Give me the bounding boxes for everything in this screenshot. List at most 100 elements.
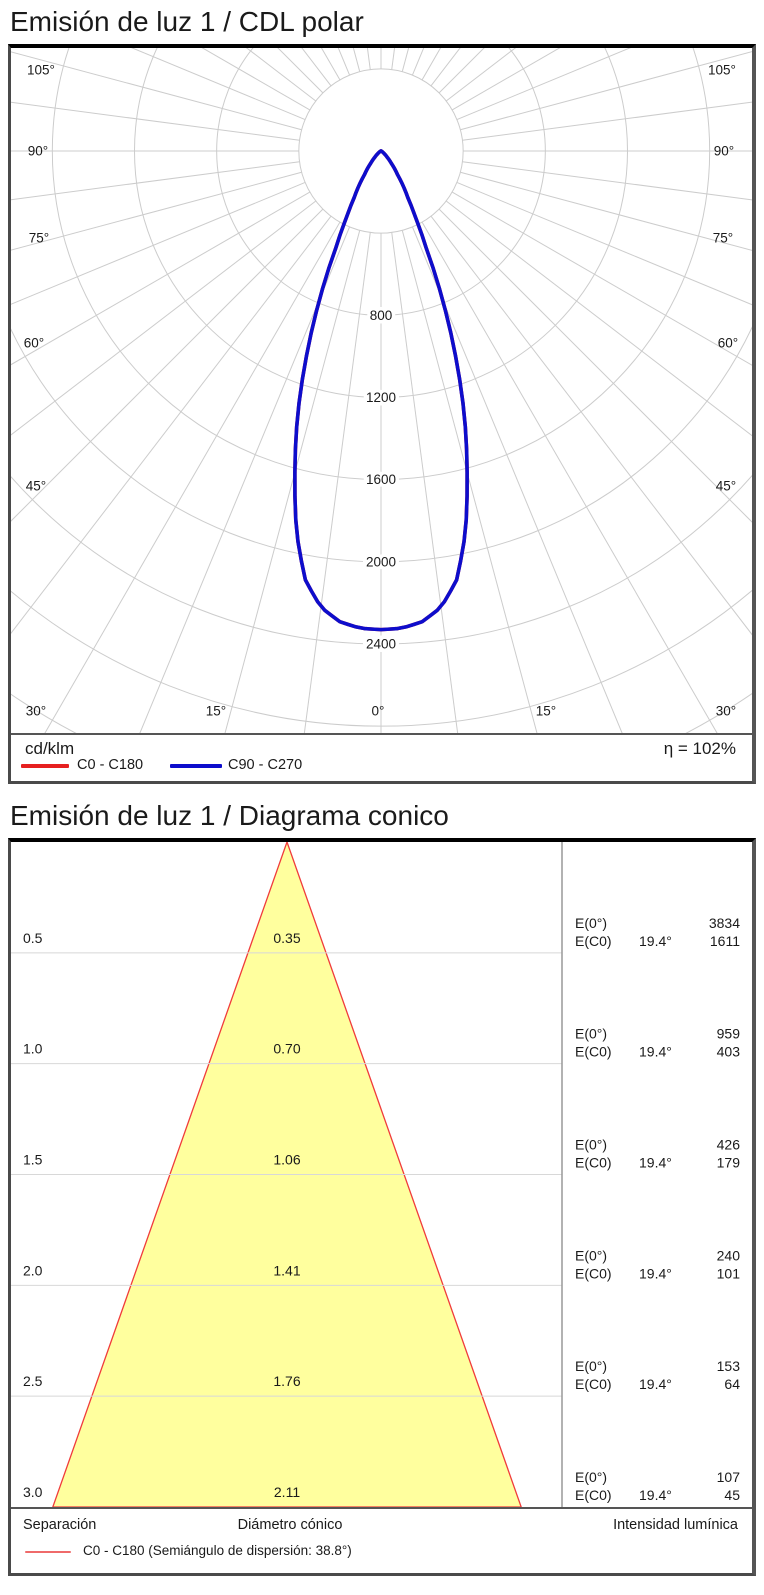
- curve-C90-C270: [293, 149, 469, 632]
- polar-grid-ray: [456, 48, 631, 121]
- e0-label: E(0°): [575, 1358, 607, 1374]
- polar-legend: cd/klm η = 102% C0 - C180 C90 - C270: [11, 733, 752, 781]
- polar-grid-ray: [401, 230, 538, 733]
- e0-value: 426: [717, 1137, 741, 1153]
- polar-grid-ray: [11, 200, 317, 436]
- footer-diameter-label: Diámetro cónico: [237, 1517, 343, 1533]
- ec0-label: E(C0): [575, 1265, 612, 1281]
- cone-footer: Separación Diámetro cónico Intensidad lu…: [11, 1507, 752, 1573]
- ec0-value: 1611: [710, 933, 740, 949]
- polar-grid-ray: [462, 101, 752, 141]
- separation-value: 3.0: [23, 1484, 43, 1500]
- e0-label: E(0°): [575, 1026, 607, 1042]
- footer-separation-label: Separación: [23, 1517, 97, 1533]
- beam-angle-value: 19.4°: [639, 1155, 672, 1171]
- polar-grid-ray: [352, 48, 361, 72]
- polar-grid-ray: [11, 171, 302, 251]
- ring-value-label: 1600: [366, 472, 396, 487]
- e0-value: 107: [717, 1469, 741, 1485]
- polar-diagram: 800 1200 1600 2000 2400 105° 90° 75° 60° 45° 30° 15…: [11, 48, 752, 733]
- separation-value: 2.0: [23, 1262, 43, 1278]
- footer-intensity-label: Intensidad lumínica: [613, 1517, 738, 1533]
- cone-legend-line: [25, 1551, 71, 1553]
- e0-value: 153: [717, 1358, 741, 1374]
- beam-angle-value: 19.4°: [639, 1265, 672, 1281]
- angle-label: 30°: [716, 704, 736, 719]
- separation-value: 1.0: [23, 1041, 43, 1057]
- angle-label: 75°: [713, 231, 733, 246]
- polar-grid-ray: [411, 48, 425, 76]
- polar-grid-ray: [11, 215, 332, 635]
- polar-grid-ray: [11, 208, 324, 522]
- ring-value-label: 1200: [366, 390, 396, 405]
- angle-label: 30°: [26, 704, 46, 719]
- angle-label: 0°: [372, 704, 385, 719]
- e0-value: 959: [717, 1026, 741, 1042]
- polar-grid-ray: [438, 208, 752, 523]
- separation-value: 2.5: [23, 1373, 43, 1389]
- polar-plot-area: 800 1200 1600 2000 2400 105° 90° 75° 60° 45° 30° 15…: [11, 48, 752, 733]
- polar-grid-ray: [224, 230, 361, 733]
- cone-diameter-value: 1.76: [273, 1373, 300, 1389]
- cone-diagram: 0.5 0.35 E(0°) 3834 E(C0) 19.4° 1611 1.0 0.70 E(0…: [11, 842, 741, 1507]
- beam-angle-value: 19.4°: [639, 1487, 672, 1503]
- ec0-label: E(C0): [575, 1044, 612, 1060]
- cone-chart-title: Emisión de luz 1 / Diagrama conico: [10, 800, 449, 831]
- polar-grid-ray: [139, 226, 351, 733]
- e0-value: 3834: [709, 915, 740, 931]
- ring-value-label: 800: [370, 308, 393, 323]
- separation-value: 1.5: [23, 1152, 43, 1168]
- polar-grid-ray: [366, 48, 371, 70]
- cone-chart-panel: 0.5 0.35 E(0°) 3834 E(C0) 19.4° 1611 1.0 0.70 E(0…: [8, 838, 756, 1576]
- angle-label: 15°: [536, 704, 556, 719]
- cone-legend-label: C0 - C180 (Semiángulo de dispersión: 38.…: [83, 1543, 352, 1558]
- separation-value: 0.5: [23, 930, 43, 946]
- cone-plot-area: 0.5 0.35 E(0°) 3834 E(C0) 19.4° 1611 1.0 0.70 E(0…: [11, 842, 752, 1507]
- polar-grid-ray: [131, 48, 306, 121]
- ring-value-label: 2400: [366, 637, 396, 652]
- polar-grid-ray: [462, 161, 752, 201]
- ec0-value: 45: [724, 1487, 740, 1503]
- cone-diameter-value: 1.06: [273, 1152, 300, 1168]
- ec0-label: E(C0): [575, 1487, 612, 1503]
- angle-label: 15°: [206, 704, 226, 719]
- polar-unit-label: cd/klm: [25, 739, 75, 758]
- legend-label-c90-c270: C90 - C270: [228, 757, 303, 773]
- efficiency-value: η = 102%: [663, 739, 736, 758]
- angle-label: 75°: [29, 231, 49, 246]
- polar-grid-ray: [11, 191, 311, 366]
- legend-line-c90-c270: [170, 764, 222, 768]
- polar-grid-ray: [456, 181, 752, 306]
- polar-grid-ray: [320, 48, 341, 81]
- angle-label: 45°: [716, 479, 736, 494]
- e0-label: E(0°): [575, 1137, 607, 1153]
- ec0-value: 403: [717, 1044, 741, 1060]
- polar-grid-ray: [11, 181, 306, 305]
- cone-diameter-value: 0.35: [273, 930, 300, 946]
- polar-grid-ray: [421, 221, 718, 733]
- angle-label: 45°: [26, 479, 46, 494]
- polar-grid-ray: [11, 161, 300, 201]
- ec0-label: E(C0): [575, 1376, 612, 1392]
- polar-grid-ray: [451, 191, 752, 366]
- e0-label: E(0°): [575, 1469, 607, 1485]
- polar-grid-ray: [445, 200, 752, 437]
- angle-label: 105°: [708, 63, 736, 78]
- ec0-value: 179: [717, 1155, 741, 1171]
- polar-grid-ray: [11, 101, 300, 141]
- polar-grid-ray: [11, 51, 302, 131]
- beam-angle-value: 19.4°: [639, 1376, 672, 1392]
- polar-grid-ray: [460, 51, 752, 131]
- e0-value: 240: [717, 1247, 741, 1263]
- legend-label-c0-c180: C0 - C180: [77, 757, 144, 773]
- angle-label: 90°: [28, 144, 48, 159]
- angle-label: 90°: [714, 144, 734, 159]
- cone-diameter-value: 1.41: [273, 1262, 300, 1278]
- polar-grid-ray: [411, 226, 623, 733]
- legend-line-c0-c180: [21, 764, 69, 768]
- polar-grid-ray: [451, 48, 561, 111]
- polar-grid-ray: [44, 221, 341, 733]
- polar-grid-ray: [430, 48, 461, 87]
- beam-angle-value: 19.4°: [639, 1044, 672, 1060]
- beam-angle-value: 19.4°: [639, 933, 672, 949]
